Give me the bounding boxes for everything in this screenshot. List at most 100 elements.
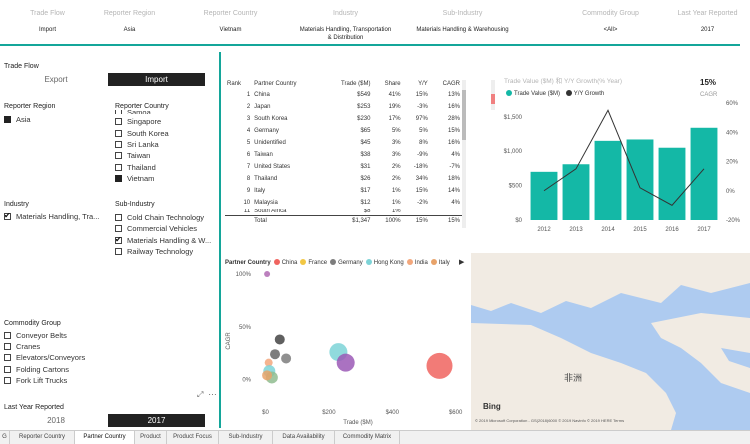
col-trade[interactable]: Trade ($M) [341, 81, 371, 87]
header-value[interactable]: Import [38, 27, 56, 33]
bubble-point[interactable] [264, 271, 271, 277]
header-value[interactable]: 2017 [700, 27, 715, 33]
bubble-point[interactable] [262, 370, 273, 381]
header-value[interactable]: Materials Handling, Transportation & Dis… [299, 27, 392, 41]
checkbox-icon[interactable] [115, 235, 122, 244]
table-row[interactable]: 1 China $549 41% 15% 13% [225, 89, 462, 101]
table-row[interactable]: 2 Japan $253 19% -3% 16% [225, 101, 462, 113]
checkbox-icon[interactable] [4, 332, 11, 339]
checkbox-icon[interactable] [115, 129, 122, 137]
table-row[interactable]: 3 South Korea $230 17% 97% 28% [225, 113, 462, 125]
reporter-country-item[interactable]: Sri Lanka [115, 140, 159, 149]
sub-industry-item[interactable]: Materials Handling & W... [115, 235, 211, 245]
table-row[interactable]: 10 Malaysia $12 1% -2% 4% [225, 197, 462, 209]
reporter-country-item[interactable]: Singapore [115, 117, 161, 126]
header-value[interactable]: Vietnam [219, 27, 242, 33]
checkbox-icon[interactable] [4, 354, 11, 362]
checkbox-icon[interactable] [115, 247, 122, 255]
bar[interactable] [626, 139, 654, 220]
bubble-point[interactable] [270, 349, 281, 360]
bubble-point[interactable] [264, 358, 273, 367]
table-row[interactable]: 7 United States $31 2% -18% -7% [225, 161, 462, 173]
year-2018-button[interactable]: 2018 [4, 414, 108, 427]
tab-commodity-matrix[interactable]: Commodity Matrix [335, 431, 400, 444]
year-2017-button[interactable]: 2017 [108, 414, 205, 427]
tab-data-availability[interactable]: Data Availability [273, 431, 335, 444]
legend-item[interactable]: India [414, 260, 428, 266]
tab-reporter-country[interactable]: Reporter Country [10, 431, 75, 444]
legend-item[interactable]: China [281, 260, 298, 266]
checkbox-icon[interactable] [115, 152, 122, 160]
legend-item[interactable]: France [308, 260, 328, 266]
reporter-country-item[interactable]: Taiwan [115, 151, 150, 160]
checkbox-icon[interactable] [115, 110, 122, 114]
commodity-group-item[interactable]: Cranes [4, 342, 40, 351]
bar[interactable] [530, 171, 558, 220]
commodity-group-item[interactable]: Conveyor Belts [4, 331, 67, 340]
table-row[interactable]: 9 Italy $17 1% 15% 14% [225, 185, 462, 197]
checkbox-icon[interactable] [115, 140, 122, 148]
reporter-country-item[interactable]: Vietnam [115, 174, 154, 183]
header-value[interactable]: Materials Handling & Warehousing [416, 27, 509, 33]
checkbox-icon[interactable] [115, 118, 122, 126]
commodity-group-item[interactable]: Elevators/Conveyors [4, 353, 85, 362]
industry-item[interactable]: Materials Handling, Tra... [4, 211, 99, 221]
bar[interactable] [658, 147, 686, 220]
checkbox-icon[interactable] [115, 174, 122, 182]
col-share[interactable]: Share [384, 81, 401, 87]
commodity-group-item[interactable]: Fork Lift Trucks [4, 376, 67, 385]
bubble-point[interactable] [281, 353, 292, 364]
checkbox-icon[interactable] [4, 365, 11, 373]
bar[interactable] [562, 164, 590, 220]
legend-item[interactable]: Italy [438, 260, 450, 266]
table-row[interactable]: 8 Thailand $26 2% 34% 18% [225, 173, 462, 185]
table-row[interactable]: 5 Unidentified $45 3% 8% 16% [225, 137, 462, 149]
tab-g[interactable]: G [0, 431, 10, 444]
legend-item[interactable]: Hong Kong [373, 260, 404, 266]
sub-industry-item[interactable]: Cold Chain Technology [115, 213, 204, 222]
bubble-point[interactable] [274, 334, 285, 345]
import-button[interactable]: Import [108, 73, 205, 86]
region-item-asia[interactable]: Asia [4, 115, 31, 124]
scrollbar-thumb[interactable] [462, 90, 466, 140]
sub-industry-item[interactable]: Commercial Vehicles [115, 224, 197, 233]
checkbox-icon[interactable] [4, 376, 11, 384]
bar[interactable] [690, 127, 718, 220]
header-value[interactable]: Asia [123, 27, 136, 33]
bar[interactable] [594, 140, 622, 220]
commodity-group-item[interactable]: Folding Cartons [4, 365, 69, 374]
table-scrollbar[interactable] [462, 80, 466, 228]
legend-item[interactable]: Germany [338, 260, 363, 266]
bar-chart-scrollbar[interactable] [491, 80, 495, 110]
tab-sub-industry[interactable]: Sub-Industry [219, 431, 273, 444]
checkbox-icon[interactable] [4, 211, 11, 220]
sub-industry-item[interactable]: Railway Technology [115, 247, 193, 256]
tab-product[interactable]: Product [135, 431, 167, 444]
scrollbar-thumb[interactable] [491, 94, 495, 104]
header-value[interactable]: <All> [603, 27, 618, 33]
tab-product-focus[interactable]: Product Focus [167, 431, 219, 444]
table-row[interactable]: 11 South Africa $8 1% [225, 209, 462, 215]
map-view[interactable]: 非洲 Bing © 2019 Microsoft Corporation - G… [471, 253, 750, 430]
reporter-country-item[interactable]: Samoa [115, 110, 151, 114]
expand-icon[interactable]: ⤢ [197, 390, 204, 399]
col-cagr[interactable]: CAGR [442, 81, 460, 87]
tab-partner-country[interactable]: Partner Country [75, 431, 135, 444]
legend-next-icon[interactable]: ▶ [459, 259, 465, 266]
col-partner-country[interactable]: Partner Country [254, 81, 297, 87]
col-rank[interactable]: Rank [227, 81, 242, 87]
checkbox-icon[interactable] [115, 225, 122, 233]
checkbox-icon[interactable] [115, 163, 122, 171]
checkbox-icon[interactable] [115, 214, 122, 221]
checkbox-icon[interactable] [4, 343, 11, 351]
table-row[interactable]: 6 Taiwan $38 3% -9% 4% [225, 149, 462, 161]
yy-growth-line[interactable] [543, 109, 705, 207]
table-row[interactable]: 4 Germany $65 5% 5% 15% [225, 125, 462, 137]
more-options-icon[interactable]: … [208, 387, 217, 397]
checkbox-icon[interactable] [4, 116, 11, 123]
col-yy[interactable]: Y/Y [418, 81, 428, 87]
bubble-point[interactable] [426, 352, 453, 379]
reporter-country-item[interactable]: Thailand [115, 163, 156, 172]
export-button[interactable]: Export [4, 73, 108, 86]
bubble-point[interactable] [336, 353, 355, 372]
